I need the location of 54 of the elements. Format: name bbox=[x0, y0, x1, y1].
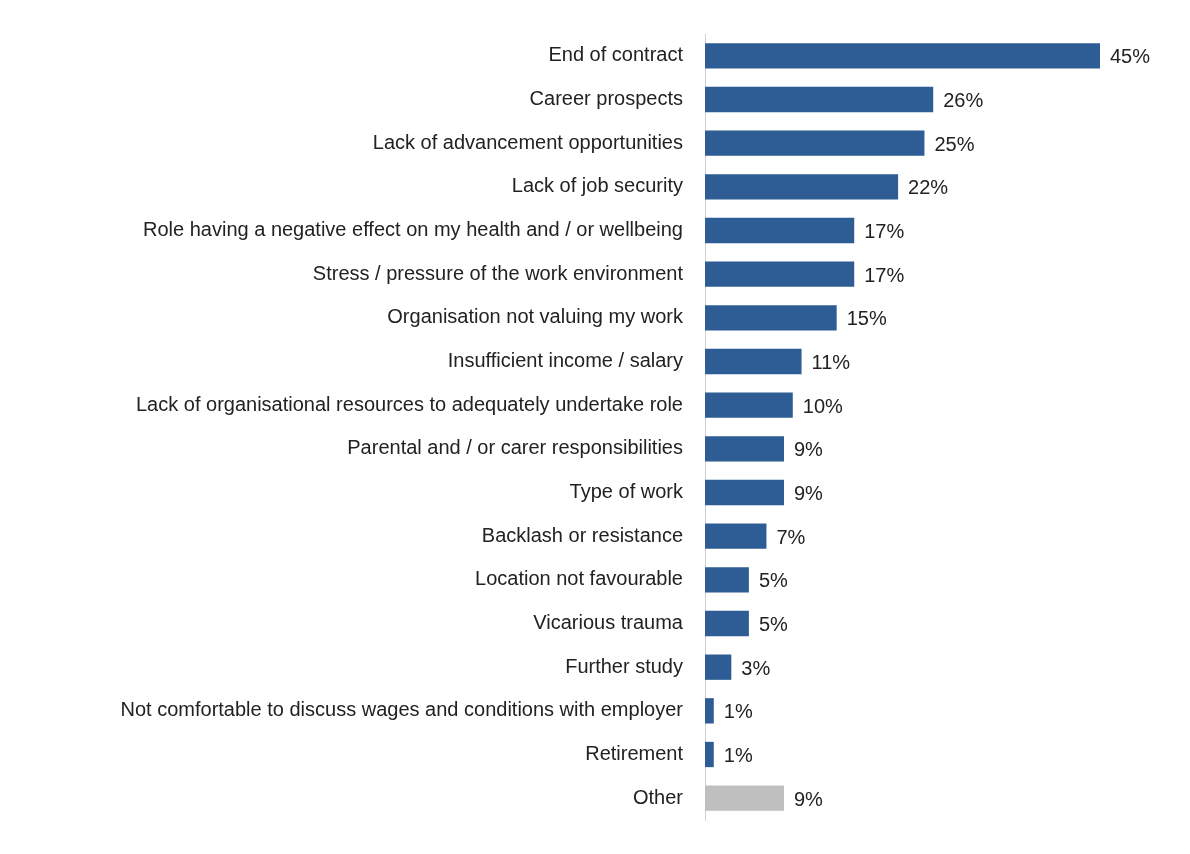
data-label: 9% bbox=[794, 438, 824, 461]
data-label: 3% bbox=[741, 656, 771, 679]
y-tick-label: End of contract bbox=[548, 43, 684, 66]
bar bbox=[705, 305, 837, 331]
bar bbox=[705, 348, 802, 375]
bar bbox=[705, 567, 749, 593]
bar bbox=[705, 436, 784, 462]
data-label: 9% bbox=[794, 787, 824, 810]
y-tick-label: Location not favourable bbox=[475, 567, 683, 590]
data-label: 5% bbox=[758, 569, 789, 592]
bar bbox=[705, 392, 793, 418]
y-tick-label: Vicarious trauma bbox=[533, 611, 684, 634]
y-tick-label: Stress / pressure of the work environment bbox=[312, 261, 684, 284]
y-tick-label: Type of work bbox=[569, 480, 684, 503]
data-label: 25% bbox=[934, 132, 975, 155]
data-label: 9% bbox=[794, 482, 824, 505]
bar bbox=[705, 610, 749, 637]
bar bbox=[705, 785, 784, 811]
y-tick-label: Role having a negative effect on my health and / or wellbeing bbox=[143, 218, 683, 241]
y-tick-label: Lack of advancement opportunities bbox=[372, 130, 683, 153]
y-tick-label: Retirement bbox=[585, 742, 684, 765]
y-tick-label: Insufficient income / salary bbox=[447, 349, 683, 372]
data-label: 15% bbox=[846, 307, 887, 330]
y-tick-label: Lack of job security bbox=[511, 174, 683, 197]
y-tick-label: Not comfortable to discuss wages and conditions with employer bbox=[120, 698, 684, 721]
y-tick-label: Lack of organisational resources to adequately undertake role bbox=[135, 392, 683, 415]
data-label: 5% bbox=[758, 613, 789, 636]
data-label: 11% bbox=[811, 351, 851, 374]
bar bbox=[705, 217, 855, 244]
bar bbox=[705, 741, 714, 768]
data-label: 7% bbox=[776, 525, 806, 548]
y-tick-label: Backlash or resistance bbox=[481, 523, 683, 546]
bar bbox=[705, 654, 732, 680]
bar bbox=[705, 698, 714, 724]
y-tick-label: Parental and / or carer responsibilities bbox=[347, 436, 683, 459]
y-tick-label: Further study bbox=[565, 654, 683, 677]
data-label: 26% bbox=[943, 89, 984, 112]
data-label: 45% bbox=[1110, 45, 1151, 68]
y-tick-label: Organisation not valuing my work bbox=[387, 305, 684, 328]
data-label: 22% bbox=[908, 176, 949, 199]
bar bbox=[705, 130, 925, 156]
bar bbox=[705, 523, 767, 549]
bar bbox=[705, 174, 899, 200]
bar bbox=[705, 261, 855, 287]
y-tick-label: Career prospects bbox=[529, 87, 683, 110]
data-label: 1% bbox=[723, 744, 753, 767]
data-label: 17% bbox=[864, 263, 905, 286]
bar bbox=[705, 479, 784, 506]
y-tick-label: Other bbox=[632, 785, 684, 808]
data-label: 1% bbox=[723, 700, 753, 723]
bar bbox=[705, 43, 1100, 69]
data-label: 10% bbox=[802, 394, 844, 417]
bar bbox=[705, 86, 934, 113]
data-label: 17% bbox=[864, 220, 905, 243]
